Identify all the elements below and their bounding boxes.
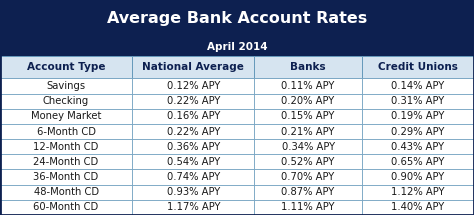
Bar	[0, 200, 132, 215]
Text: 24-Month CD: 24-Month CD	[34, 157, 99, 167]
Text: 36-Month CD: 36-Month CD	[34, 172, 99, 182]
Text: Average Bank Account Rates: Average Bank Account Rates	[107, 11, 367, 26]
Text: 48-Month CD: 48-Month CD	[34, 187, 99, 197]
Bar	[255, 124, 362, 139]
Bar	[255, 78, 362, 94]
Text: Credit Unions: Credit Unions	[378, 62, 458, 72]
Text: National Average: National Average	[142, 62, 244, 72]
Bar	[362, 169, 474, 185]
Text: Money Market: Money Market	[31, 111, 101, 121]
Bar	[0, 124, 132, 139]
Bar	[132, 169, 255, 185]
Text: 0.70% APY: 0.70% APY	[282, 172, 335, 182]
Bar	[0, 56, 132, 78]
Text: April 2014: April 2014	[207, 42, 267, 52]
Bar	[132, 56, 255, 78]
Bar	[362, 200, 474, 215]
Text: 60-Month CD: 60-Month CD	[34, 202, 99, 212]
Text: 1.17% APY: 1.17% APY	[166, 202, 220, 212]
Text: 0.20% APY: 0.20% APY	[282, 96, 335, 106]
Text: 0.29% APY: 0.29% APY	[391, 127, 445, 137]
Bar	[255, 94, 362, 109]
Bar	[0, 0, 474, 38]
Bar	[0, 78, 132, 94]
Bar	[0, 185, 132, 200]
Text: 1.12% APY: 1.12% APY	[391, 187, 445, 197]
Bar	[0, 139, 132, 154]
Bar	[132, 94, 255, 109]
Text: 6-Month CD: 6-Month CD	[36, 127, 96, 137]
Bar	[255, 154, 362, 169]
Bar	[0, 38, 474, 56]
Bar	[255, 200, 362, 215]
Bar	[132, 200, 255, 215]
Text: 0.93% APY: 0.93% APY	[167, 187, 220, 197]
Text: 0.12% APY: 0.12% APY	[167, 81, 220, 91]
Bar	[132, 124, 255, 139]
Bar	[362, 94, 474, 109]
Bar	[362, 109, 474, 124]
Bar	[362, 124, 474, 139]
Text: 0.34% APY: 0.34% APY	[282, 142, 335, 152]
Text: 0.36% APY: 0.36% APY	[167, 142, 220, 152]
Bar	[362, 185, 474, 200]
Bar	[0, 109, 132, 124]
Bar	[255, 109, 362, 124]
Bar	[255, 139, 362, 154]
Text: Banks: Banks	[290, 62, 326, 72]
Text: 0.54% APY: 0.54% APY	[167, 157, 220, 167]
Text: 0.21% APY: 0.21% APY	[282, 127, 335, 137]
Text: 0.74% APY: 0.74% APY	[167, 172, 220, 182]
Text: 0.14% APY: 0.14% APY	[391, 81, 445, 91]
Text: Checking: Checking	[43, 96, 89, 106]
Bar	[0, 169, 132, 185]
Bar	[0, 154, 132, 169]
Bar	[362, 139, 474, 154]
Text: 0.11% APY: 0.11% APY	[282, 81, 335, 91]
Bar	[132, 78, 255, 94]
Bar	[132, 154, 255, 169]
Text: 0.16% APY: 0.16% APY	[167, 111, 220, 121]
Bar	[0, 94, 132, 109]
Text: 1.11% APY: 1.11% APY	[282, 202, 335, 212]
Bar	[132, 185, 255, 200]
Text: 1.40% APY: 1.40% APY	[391, 202, 445, 212]
Bar	[255, 185, 362, 200]
Text: 0.87% APY: 0.87% APY	[282, 187, 335, 197]
Text: 0.22% APY: 0.22% APY	[167, 127, 220, 137]
Text: 0.52% APY: 0.52% APY	[282, 157, 335, 167]
Text: 0.90% APY: 0.90% APY	[391, 172, 445, 182]
Text: Account Type: Account Type	[27, 62, 105, 72]
Text: 0.43% APY: 0.43% APY	[392, 142, 445, 152]
Text: 0.22% APY: 0.22% APY	[167, 96, 220, 106]
Bar	[255, 169, 362, 185]
Text: 0.31% APY: 0.31% APY	[391, 96, 445, 106]
Bar	[362, 154, 474, 169]
Text: Savings: Savings	[46, 81, 86, 91]
Bar	[255, 56, 362, 78]
Text: 0.15% APY: 0.15% APY	[282, 111, 335, 121]
Bar	[132, 109, 255, 124]
Text: 12-Month CD: 12-Month CD	[34, 142, 99, 152]
Bar	[362, 78, 474, 94]
Bar	[362, 56, 474, 78]
Text: 0.65% APY: 0.65% APY	[391, 157, 445, 167]
Bar	[132, 139, 255, 154]
Text: 0.19% APY: 0.19% APY	[391, 111, 445, 121]
